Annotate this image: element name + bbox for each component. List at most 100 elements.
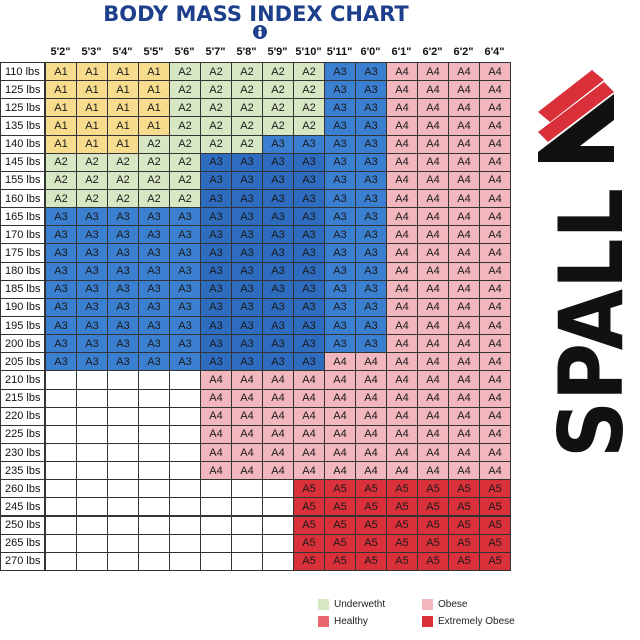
legend-swatch: [318, 616, 329, 627]
bmi-cell: A1: [138, 80, 170, 100]
bmi-cell: A3: [200, 352, 232, 372]
bmi-cell: A5: [448, 551, 480, 571]
bmi-cell: A4: [386, 188, 418, 209]
bmi-cell: A2: [293, 98, 325, 118]
bmi-cell: A4: [355, 442, 387, 463]
bmi-cell: A4: [448, 116, 480, 136]
bmi-cell: [45, 497, 77, 517]
bmi-cell: A2: [293, 80, 325, 100]
bmi-cell: [45, 442, 77, 463]
bmi-cell: A4: [293, 406, 325, 426]
bmi-cell: A3: [200, 334, 232, 354]
bmi-cell: A4: [479, 98, 511, 118]
row-label: 155 lbs: [0, 170, 45, 190]
bmi-cell: A3: [107, 279, 139, 299]
bmi-cell: A4: [448, 243, 480, 263]
bmi-cell: A5: [293, 515, 325, 535]
bmi-cell: A3: [324, 152, 356, 172]
bmi-cell: A2: [169, 116, 201, 136]
bmi-cell: A4: [231, 406, 263, 426]
bmi-cell: [169, 497, 201, 517]
column-header: 6'1": [391, 46, 412, 58]
bmi-cell: A3: [324, 134, 356, 154]
bmi-cell: A3: [324, 261, 356, 281]
bmi-cell: A3: [138, 225, 170, 245]
bmi-cell: A4: [293, 442, 325, 463]
bmi-cell: A3: [76, 297, 108, 317]
bmi-cell: A4: [262, 370, 294, 390]
bmi-cell: A5: [386, 515, 418, 535]
bmi-cell: A2: [138, 170, 170, 190]
bmi-cell: [45, 461, 77, 481]
bmi-cell: A4: [262, 424, 294, 444]
row-label: 180 lbs: [0, 261, 45, 281]
bmi-cell: A2: [262, 62, 294, 82]
bmi-cell: [107, 461, 139, 481]
bmi-cell: A2: [138, 134, 170, 154]
bmi-cell: A4: [386, 116, 418, 136]
row-label: 125 lbs: [0, 98, 45, 118]
bmi-cell: A4: [479, 225, 511, 245]
bmi-cell: [138, 533, 170, 553]
bmi-cell: A4: [417, 461, 449, 481]
bmi-cell: A4: [386, 152, 418, 172]
bmi-cell: A4: [417, 261, 449, 281]
bmi-cell: A3: [262, 334, 294, 354]
bmi-cell: A3: [262, 188, 294, 209]
bmi-cell: A3: [355, 334, 387, 354]
bmi-cell: A4: [386, 442, 418, 463]
bmi-cell: A3: [76, 243, 108, 263]
bmi-cell: A4: [448, 152, 480, 172]
bmi-cell: A3: [200, 261, 232, 281]
bmi-cell: A3: [293, 297, 325, 317]
bmi-cell: A5: [324, 497, 356, 517]
bmi-cell: [107, 370, 139, 390]
bmi-cell: A1: [76, 98, 108, 118]
bmi-cell: A3: [169, 279, 201, 299]
bmi-cell: A2: [231, 62, 263, 82]
row-label: 140 lbs: [0, 134, 45, 154]
bmi-cell: A4: [417, 424, 449, 444]
bmi-cell: A2: [76, 170, 108, 190]
bmi-cell: A2: [45, 188, 77, 209]
bmi-cell: A3: [138, 297, 170, 317]
bmi-cell: A4: [479, 315, 511, 336]
legend-item: Obese: [422, 599, 467, 610]
bmi-cell: A4: [479, 170, 511, 190]
bmi-cell: A4: [355, 424, 387, 444]
bmi-cell: A3: [324, 225, 356, 245]
bmi-cell: [107, 442, 139, 463]
bmi-cell: A4: [479, 334, 511, 354]
bmi-cell: A5: [448, 515, 480, 535]
bmi-cell: A4: [386, 406, 418, 426]
bmi-cell: A4: [417, 334, 449, 354]
bmi-cell: A5: [293, 533, 325, 553]
bmi-cell: A3: [324, 243, 356, 263]
bmi-cell: [76, 479, 108, 499]
row-label: 185 lbs: [0, 279, 45, 299]
bmi-cell: A4: [448, 442, 480, 463]
bmi-cell: A4: [479, 134, 511, 154]
bmi-cell: A4: [417, 442, 449, 463]
bmi-cell: A3: [200, 243, 232, 263]
bmi-cell: [76, 424, 108, 444]
bmi-cell: A3: [138, 243, 170, 263]
bmi-cell: A4: [386, 334, 418, 354]
bmi-cell: A3: [200, 152, 232, 172]
bmi-cell: A4: [324, 406, 356, 426]
column-header: 5'5": [143, 46, 164, 58]
bmi-cell: A3: [169, 352, 201, 372]
bmi-cell: A3: [200, 297, 232, 317]
bmi-cell: A4: [355, 370, 387, 390]
row-label: 200 lbs: [0, 334, 45, 354]
bmi-cell: A5: [386, 497, 418, 517]
bmi-cell: A3: [355, 62, 387, 82]
bmi-cell: [107, 424, 139, 444]
bmi-cell: A3: [324, 116, 356, 136]
bmi-cell: A3: [293, 188, 325, 209]
bmi-cell: A5: [448, 533, 480, 553]
bmi-cell: [169, 424, 201, 444]
bmi-cell: A4: [262, 406, 294, 426]
bmi-cell: A4: [293, 370, 325, 390]
row-label: 260 lbs: [0, 479, 45, 499]
